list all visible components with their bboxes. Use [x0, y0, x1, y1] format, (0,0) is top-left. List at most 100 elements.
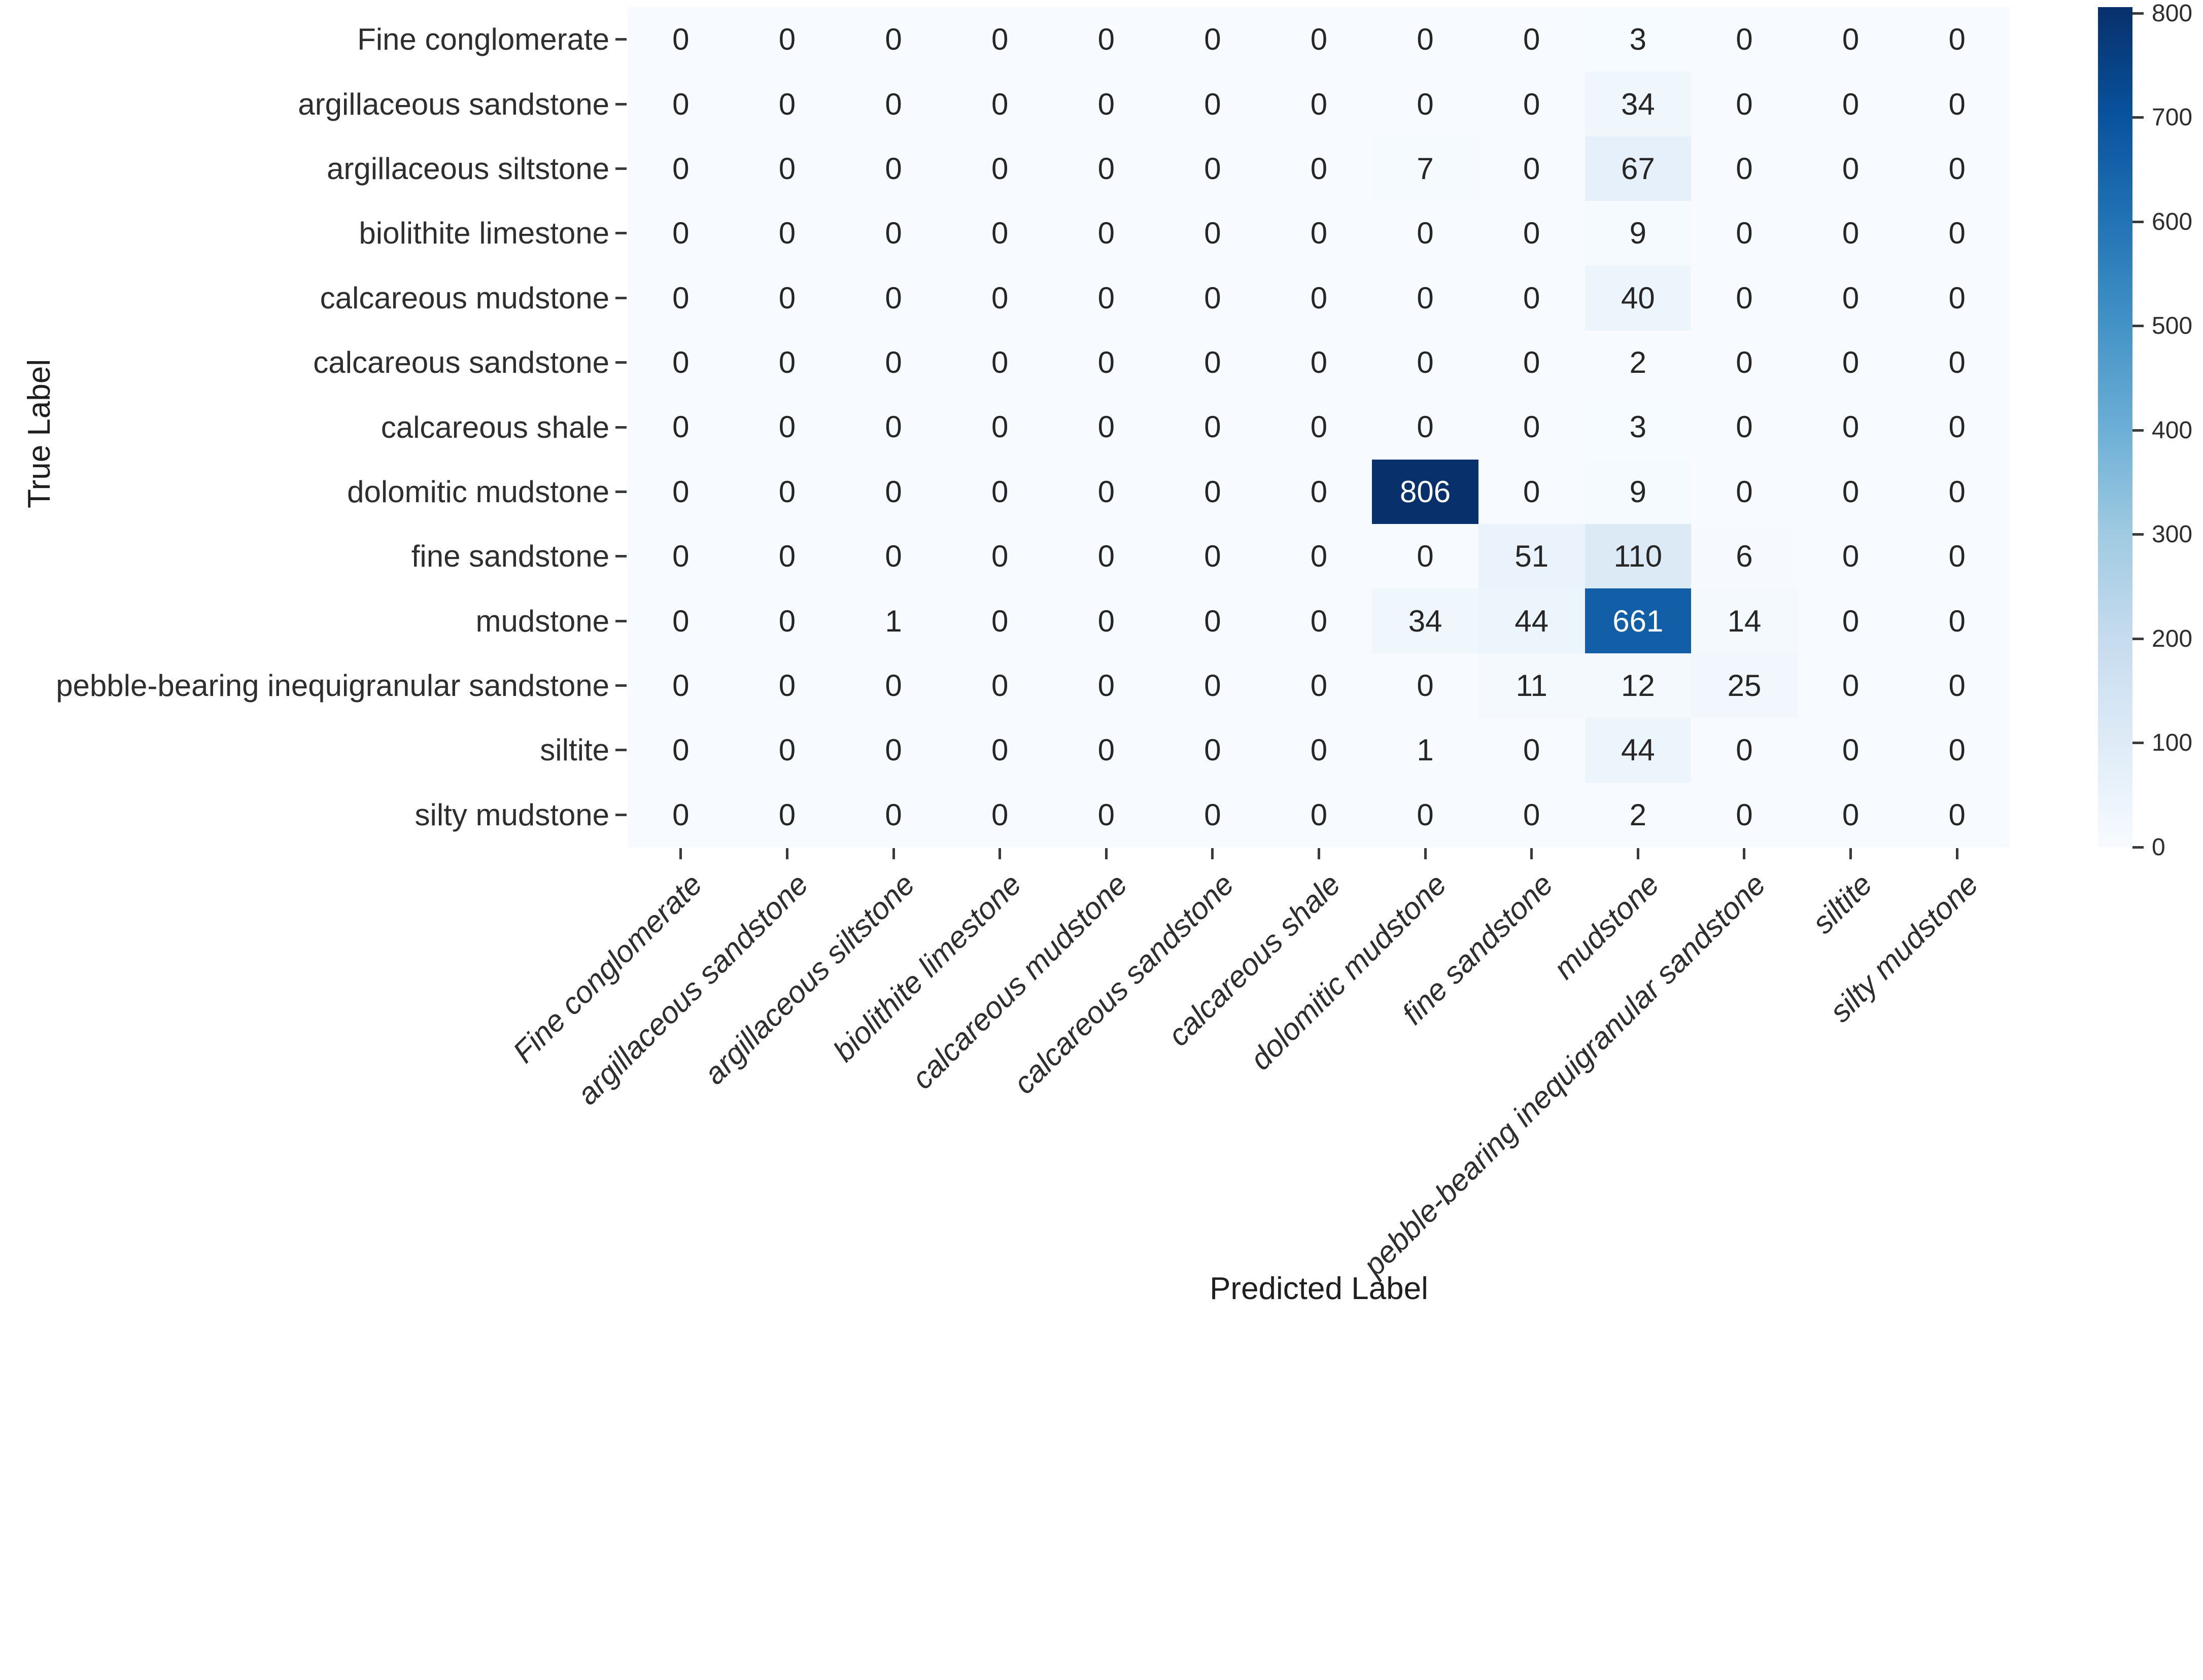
colorbar-tick-label: 500 [2152, 312, 2193, 340]
cell-value: 0 [885, 669, 902, 703]
heatmap-cell: 0 [628, 588, 734, 653]
colorbar-tick-label: 400 [2152, 416, 2193, 444]
heatmap-cell: 0 [1159, 782, 1266, 847]
heatmap-cell: 0 [1159, 136, 1266, 201]
cell-value: 0 [1523, 281, 1540, 315]
colorbar-tick-label: 200 [2152, 625, 2193, 652]
x-tick-mark [1849, 848, 1852, 859]
cell-value: 44 [1621, 733, 1655, 767]
cell-value: 0 [1842, 410, 1860, 444]
heatmap-cell: 0 [1478, 459, 1585, 524]
cell-value: 0 [1842, 797, 1860, 832]
cell-value: 0 [1736, 151, 1753, 186]
cell-value: 110 [1613, 539, 1663, 574]
cell-value: 0 [1523, 87, 1540, 121]
cell-value: 0 [1842, 216, 1860, 251]
x-tick-mark [1530, 848, 1533, 859]
heatmap-cell: 0 [1053, 136, 1160, 201]
heatmap-cell: 0 [1478, 782, 1585, 847]
y-tick-mark [615, 102, 627, 106]
cell-value: 11 [1516, 669, 1547, 703]
cell-value: 0 [778, 604, 796, 638]
heatmap-cell: 0 [1265, 524, 1372, 589]
cell-value: 0 [778, 345, 796, 380]
heatmap-cell: 0 [1159, 459, 1266, 524]
x-tick-mark [892, 848, 895, 859]
x-tick-label: argillaceous sandstone [570, 867, 815, 1111]
cell-value: 0 [885, 281, 902, 315]
heatmap-cell: 0 [628, 459, 734, 524]
heatmap-cell: 0 [628, 201, 734, 266]
colorbar-tick-mark [2132, 742, 2144, 745]
y-tick-mark [615, 684, 627, 687]
heatmap-cell: 0 [1053, 7, 1160, 72]
cell-value: 0 [1417, 669, 1434, 703]
heatmap-cell: 0 [1904, 782, 2010, 847]
cell-value: 0 [1736, 797, 1753, 832]
heatmap-cell: 0 [1265, 72, 1372, 136]
heatmap-cell: 0 [1797, 718, 1904, 783]
x-tick-mark [999, 848, 1002, 859]
cell-value: 0 [1310, 669, 1328, 703]
cell-value: 0 [885, 87, 902, 121]
x-tick-label: biolithite limestone [826, 867, 1028, 1068]
heatmap-cell: 0 [946, 653, 1053, 718]
heatmap-cell: 0 [840, 524, 947, 589]
cell-value: 0 [1097, 345, 1115, 380]
heatmap-cell: 0 [1904, 395, 2010, 460]
cell-value: 9 [1629, 474, 1647, 509]
x-tick-mark [1636, 848, 1639, 859]
heatmap-cell: 0 [1265, 459, 1372, 524]
heatmap-cell: 0 [734, 588, 841, 653]
heatmap-cell: 0 [1904, 201, 2010, 266]
heatmap-cell: 0 [946, 265, 1053, 330]
y-tick-label: biolithite limestone [359, 216, 609, 251]
heatmap-cell: 25 [1691, 653, 1798, 718]
heatmap-cell: 0 [734, 782, 841, 847]
heatmap-cell: 1 [1372, 718, 1478, 783]
cell-value: 0 [1948, 539, 1966, 574]
cell-value: 0 [778, 87, 796, 121]
cell-value: 0 [885, 151, 902, 186]
heatmap-cell: 0 [1053, 459, 1160, 524]
cell-value: 0 [1523, 733, 1540, 767]
cell-value: 0 [1204, 281, 1221, 315]
cell-value: 0 [1948, 151, 1966, 186]
cell-value: 0 [1310, 539, 1328, 574]
cell-value: 0 [1948, 604, 1966, 638]
heatmap-cell: 0 [1691, 7, 1798, 72]
cell-value: 0 [1204, 474, 1221, 509]
cell-value: 0 [1842, 669, 1860, 703]
heatmap-cell: 0 [1159, 72, 1266, 136]
cell-value: 0 [991, 281, 1009, 315]
cell-value: 0 [1417, 87, 1434, 121]
x-tick-label: fine sandstone [1395, 867, 1560, 1031]
cell-value: 0 [1417, 345, 1434, 380]
cell-value: 0 [672, 539, 690, 574]
y-tick-mark [615, 426, 627, 429]
colorbar-tick-label: 700 [2152, 104, 2193, 131]
cell-value: 1 [1417, 733, 1434, 767]
x-tick-label: calcareous mudstone [905, 867, 1134, 1096]
heatmap-cell: 0 [1053, 588, 1160, 653]
cell-value: 40 [1621, 281, 1655, 315]
heatmap-cell: 0 [1159, 653, 1266, 718]
heatmap-cell: 0 [946, 395, 1053, 460]
cell-value: 0 [778, 410, 796, 444]
heatmap-cell: 0 [734, 72, 841, 136]
heatmap-cell: 0 [840, 136, 947, 201]
x-tick-label: calcareous sandstone [1007, 867, 1241, 1101]
cell-value: 0 [1310, 733, 1328, 767]
heatmap-cell: 11 [1478, 653, 1585, 718]
cell-value: 34 [1408, 604, 1442, 638]
heatmap-cell: 0 [840, 718, 947, 783]
cell-value: 0 [1204, 733, 1221, 767]
heatmap-cell: 0 [1797, 524, 1904, 589]
y-tick-mark [615, 361, 627, 364]
heatmap-cell: 0 [734, 201, 841, 266]
heatmap-cell: 0 [1797, 136, 1904, 201]
cell-value: 0 [1736, 216, 1753, 251]
heatmap-cell: 0 [628, 395, 734, 460]
cell-value: 34 [1621, 87, 1655, 121]
y-tick-label: Fine conglomerate [357, 22, 609, 57]
